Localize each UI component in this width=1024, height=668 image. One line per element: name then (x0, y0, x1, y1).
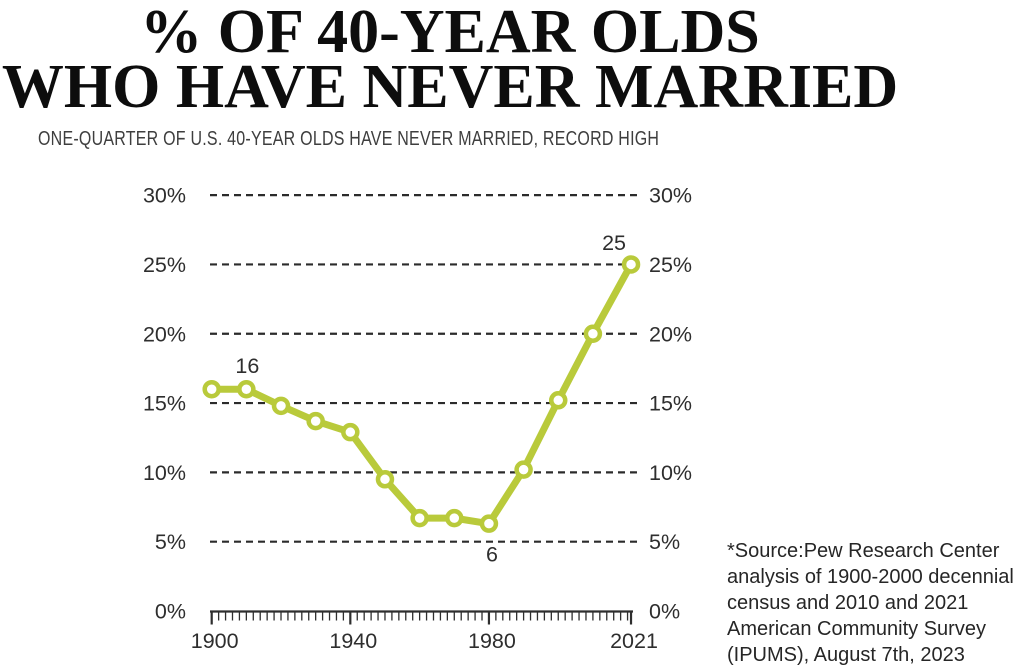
y-axis-label-right: 20% (649, 322, 692, 346)
y-axis-label-right: 10% (649, 461, 692, 485)
y-axis-label-right: 5% (649, 530, 680, 554)
data-point-marker (479, 514, 499, 533)
data-point-marker (271, 396, 291, 416)
chart-subtitle: ONE-QUARTER OF U.S. 40-YEAR OLDS HAVE NE… (38, 127, 660, 150)
y-axis-label-right: 0% (649, 600, 680, 624)
page-title-line-1: % OF 40-YEAR OLDS (140, 0, 760, 66)
source-note: *Source:Pew Research Center analysis of … (727, 538, 1024, 668)
x-axis-label: 1980 (468, 629, 516, 653)
y-axis-label-left: 20% (143, 322, 186, 346)
point-value-label: 25 (602, 231, 626, 255)
y-axis-label-left: 0% (155, 600, 186, 624)
y-axis-label-left: 30% (143, 184, 186, 208)
data-point-marker (341, 422, 360, 442)
y-axis-label-right: 30% (649, 184, 692, 208)
source-note-line: *Source:Pew Research Center (727, 540, 1000, 562)
x-axis-label: 2021 (610, 629, 658, 653)
y-axis-label-left: 15% (143, 392, 186, 416)
data-point-marker (445, 508, 464, 528)
data-point-marker (410, 508, 429, 528)
point-value-label: 16 (235, 354, 259, 378)
line-chart: 30% 30%25% 25%20% 20%15% 15%10% 10%5% 5%0% 0%19… (143, 184, 692, 653)
data-point-marker (306, 411, 325, 431)
y-axis-label-left: 5% (155, 530, 186, 554)
source-note-line: census and 2010 and 2021 (727, 592, 969, 614)
source-note-line: American Community Survey (727, 618, 986, 640)
data-point-marker (549, 391, 568, 410)
source-note-line: analysis of 1900-2000 decennial (727, 566, 1014, 588)
data-line (208, 260, 635, 528)
data-point-marker (237, 379, 256, 399)
page-title: % OF 40-YEAR OLDS WHO HAVE NEVER MARRIED (0, 0, 900, 121)
y-axis-label-left: 10% (143, 461, 186, 485)
source-note-line: (IPUMS), August 7th, 2023 (727, 644, 965, 666)
y-axis-label-right: 15% (649, 392, 692, 416)
data-point-marker (375, 470, 395, 489)
data-point-marker (583, 324, 603, 344)
x-axis-label: 1940 (329, 629, 377, 653)
page-title-line-2: WHO HAVE NEVER MARRIED (1, 53, 899, 121)
data-point-marker (202, 379, 221, 399)
y-axis-label-left: 25% (143, 253, 186, 277)
data-point-marker (514, 460, 533, 479)
data-point-marker (621, 255, 641, 274)
x-axis-label: 1900 (191, 629, 239, 653)
y-axis-label-right: 25% (649, 253, 692, 277)
point-value-label: 6 (486, 543, 498, 567)
